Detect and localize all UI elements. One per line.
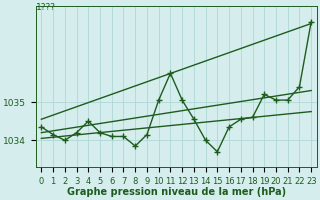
Text: 1???: 1??? bbox=[36, 3, 55, 12]
X-axis label: Graphe pression niveau de la mer (hPa): Graphe pression niveau de la mer (hPa) bbox=[67, 187, 286, 197]
